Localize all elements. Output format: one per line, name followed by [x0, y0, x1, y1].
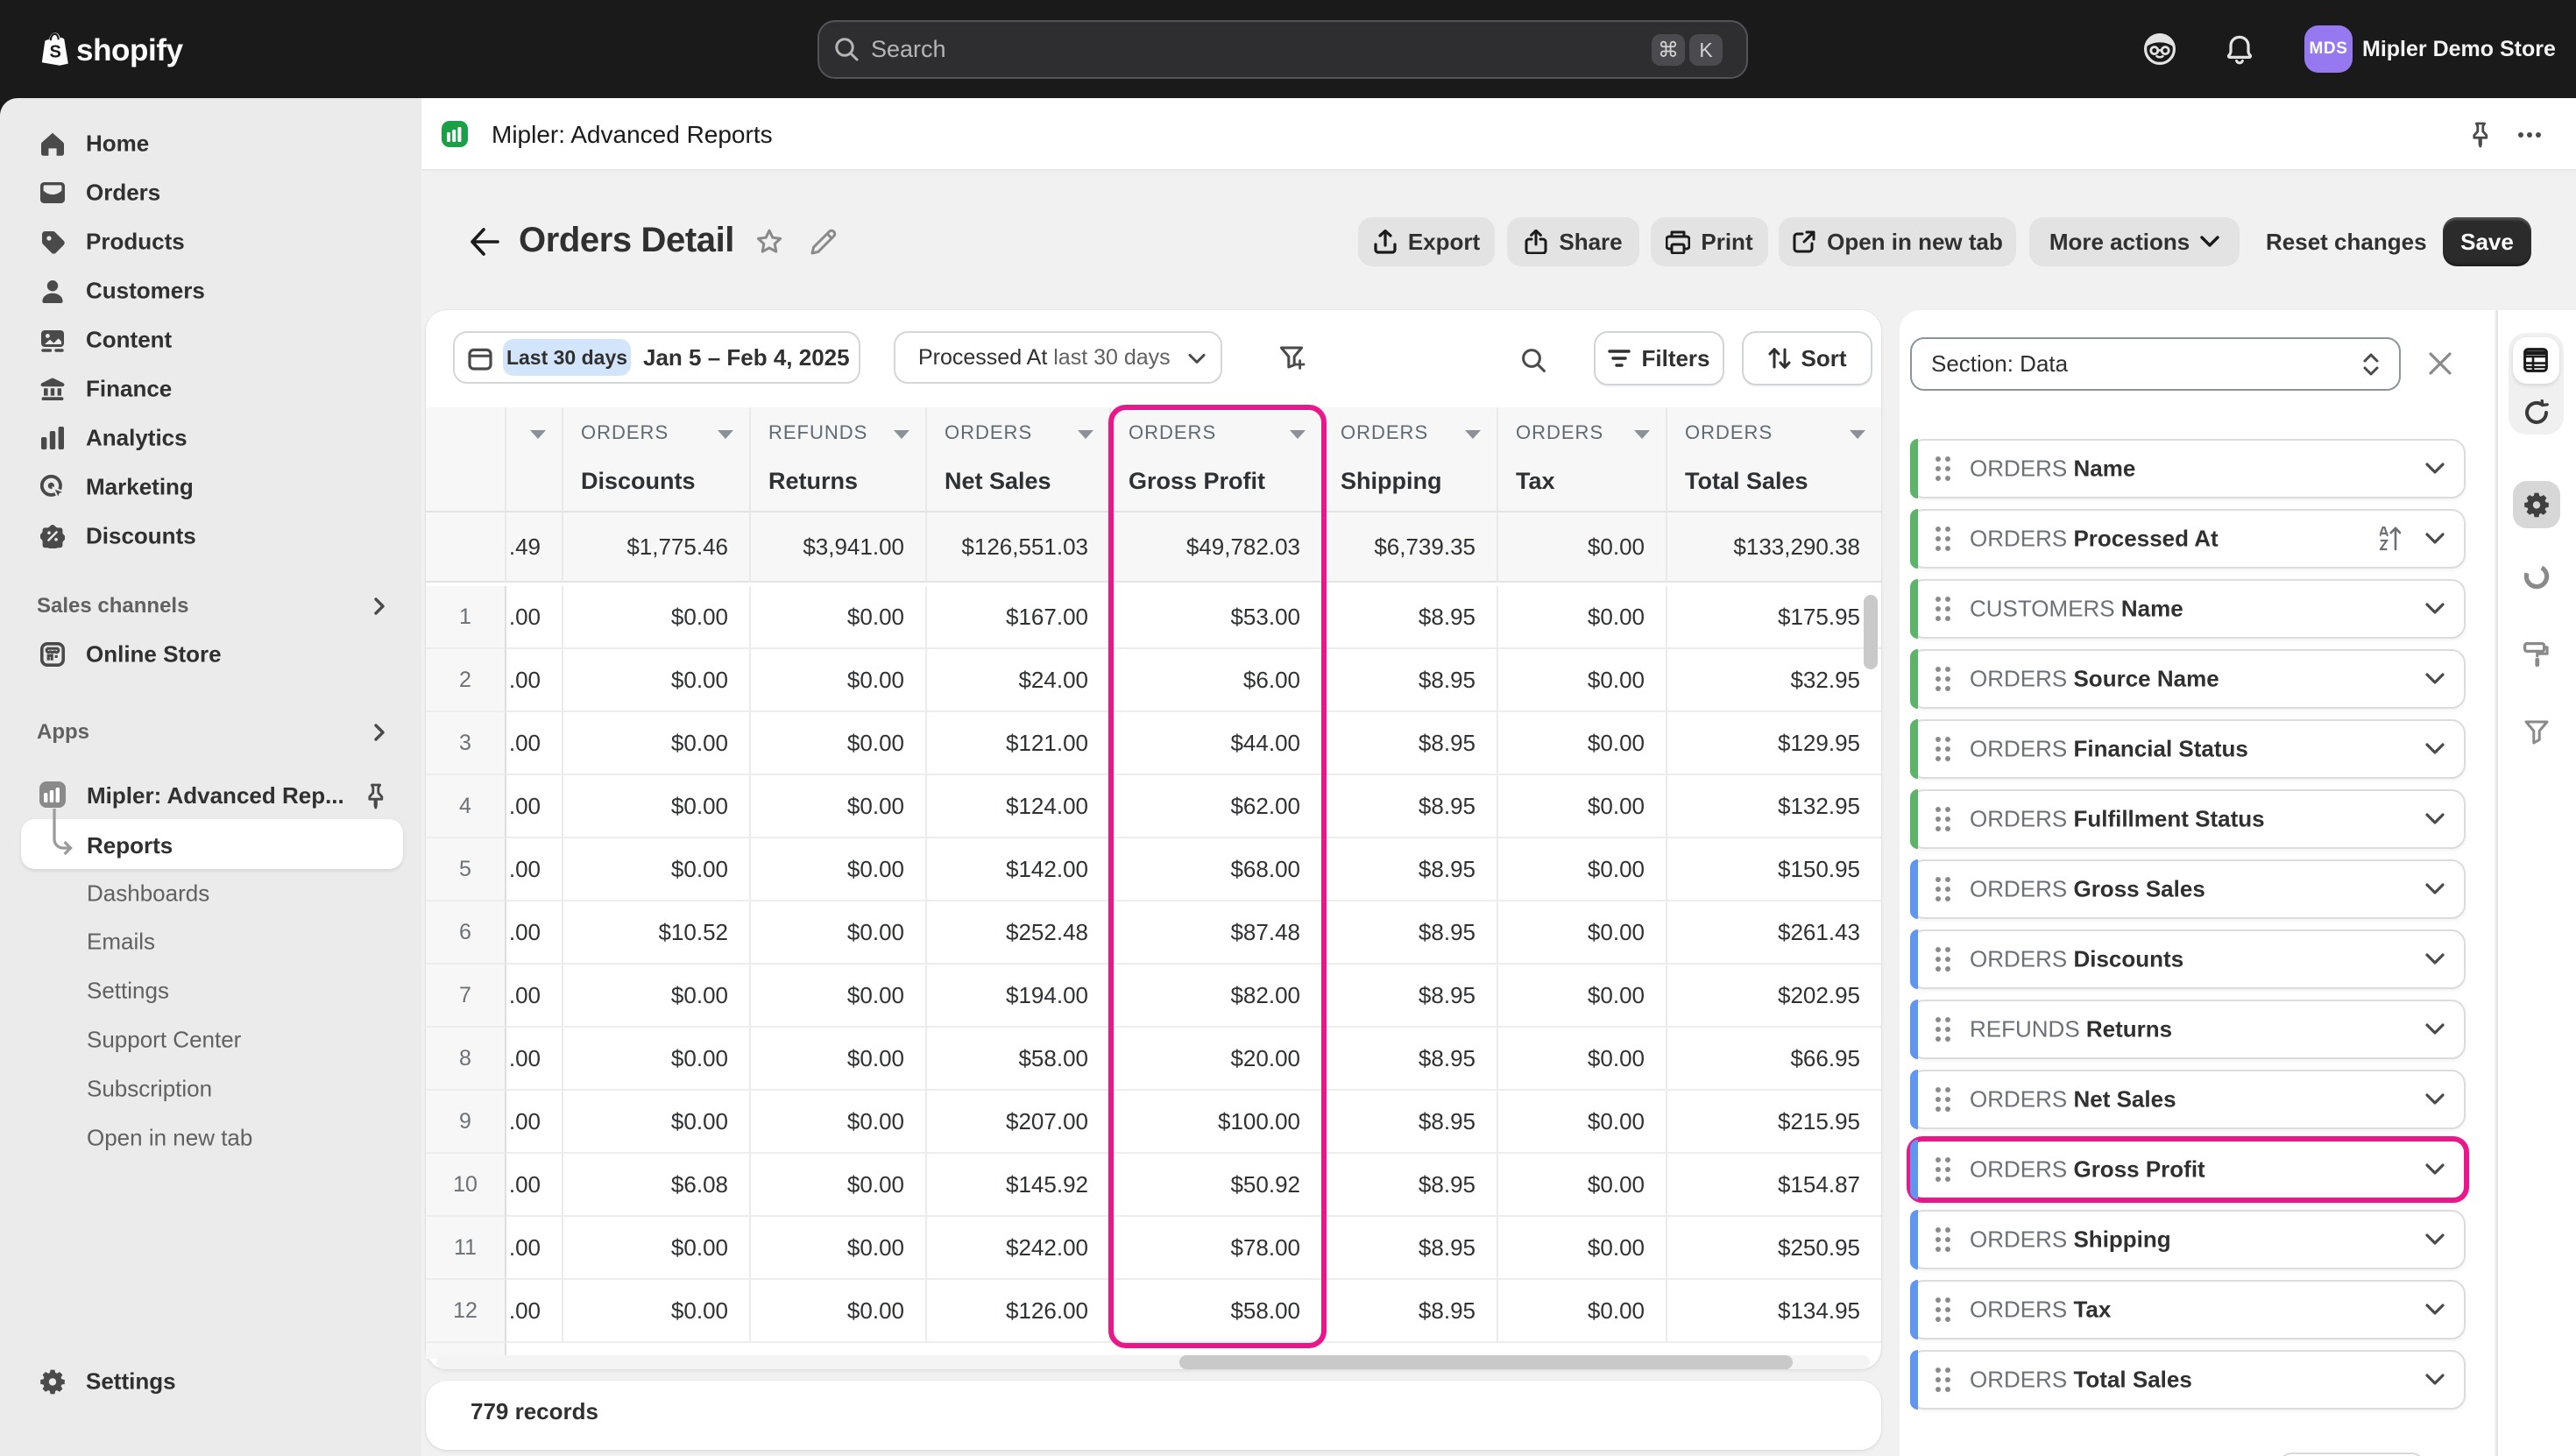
- svg-text:S: S: [50, 42, 61, 61]
